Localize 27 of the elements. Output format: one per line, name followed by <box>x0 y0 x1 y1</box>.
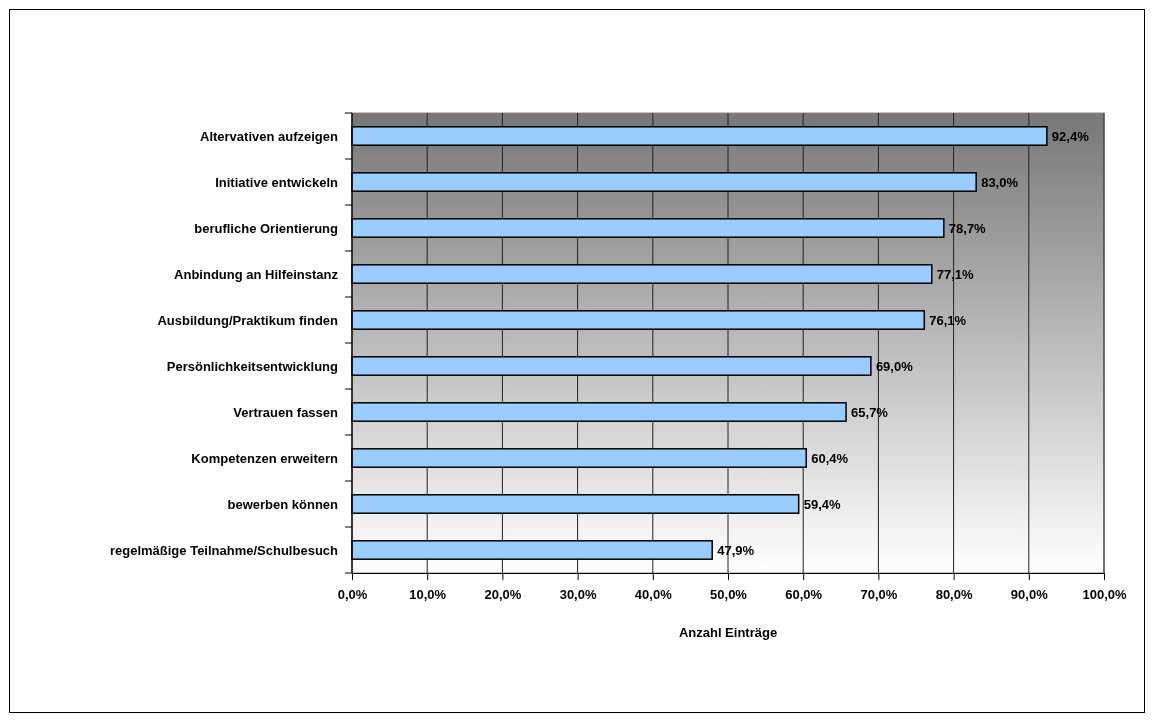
y-tick-label: bewerben können <box>227 496 339 512</box>
y-tick-label: berufliche Orientierung <box>194 220 339 236</box>
x-tick-label: 70,0% <box>860 587 898 603</box>
data-label: 47,9% <box>717 542 755 558</box>
x-tick-label: 30,0% <box>559 587 597 603</box>
y-tick-label: Initiative entwickeln <box>215 174 339 190</box>
data-label: 83,0% <box>981 174 1019 190</box>
y-tick-label: Altervativen aufzeigen <box>200 128 339 144</box>
x-tick-label: 90,0% <box>1010 587 1049 603</box>
data-label: 92,4% <box>1051 128 1090 144</box>
y-tick-label: Anbindung an Hilfeinstanz <box>174 266 339 282</box>
x-tick-label: 50,0% <box>710 587 748 603</box>
data-label: 59,4% <box>803 496 841 512</box>
data-label: 60,4% <box>811 450 849 466</box>
y-tick-label: Kompetenzen erweitern <box>191 450 339 466</box>
x-tick-label: 80,0% <box>935 587 973 603</box>
x-tick-label: 60,0% <box>785 587 823 603</box>
y-tick-label: Persönlichkeitsentwicklung <box>166 358 339 374</box>
x-tick-label: 100,0% <box>1082 587 1127 603</box>
x-tick-label: 0,0% <box>337 587 368 603</box>
x-tick-label: 20,0% <box>484 587 522 603</box>
y-tick-label: Vertrauen fassen <box>233 404 339 420</box>
x-axis-title: Anzahl Einträge <box>678 625 778 640</box>
x-tick-label: 10,0% <box>409 587 447 603</box>
x-tick-label: 40,0% <box>634 587 673 603</box>
y-tick-label: Ausbildung/Praktikum finden <box>157 312 339 328</box>
y-tick-label: regelmäßige Teilnahme/Schulbesuch <box>109 542 339 558</box>
